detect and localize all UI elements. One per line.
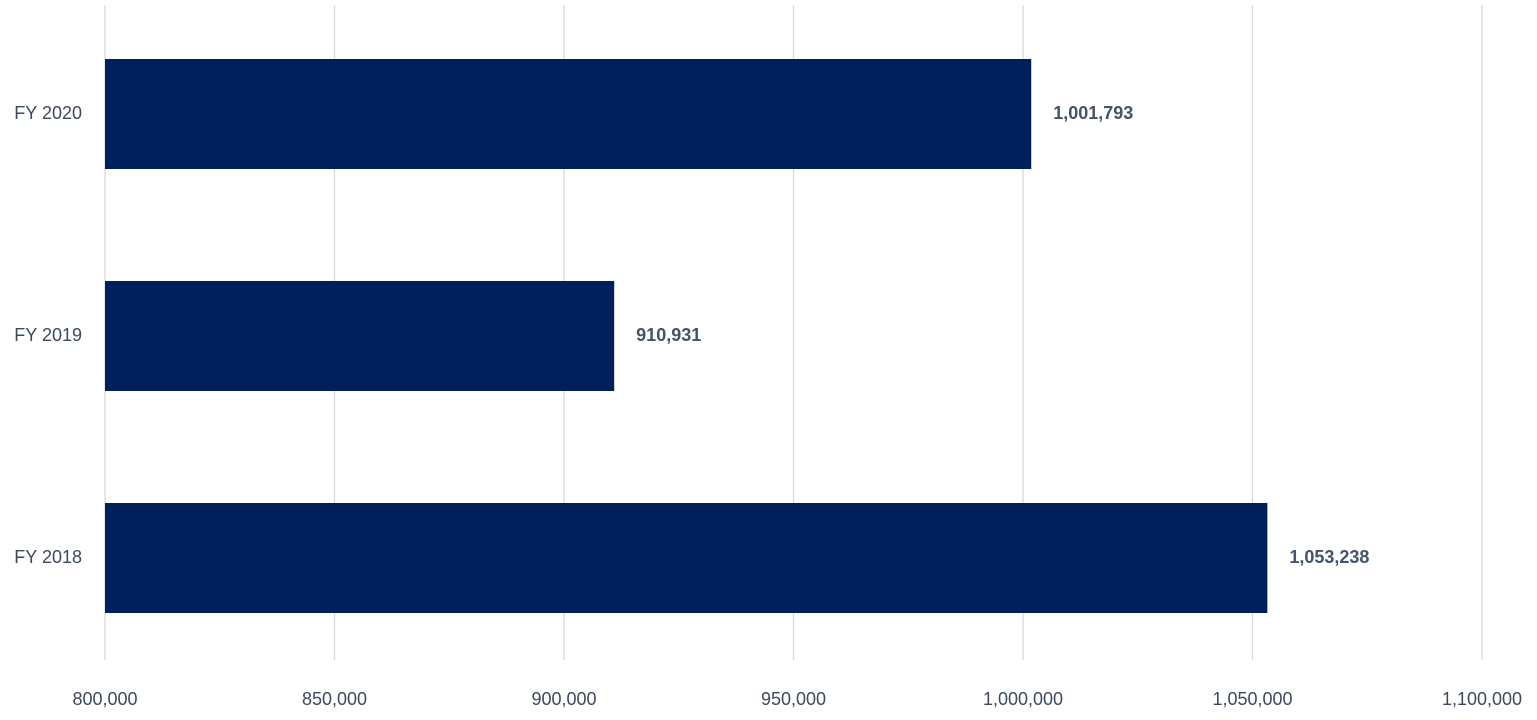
data-labels: 1,001,793 910,931 1,053,238 bbox=[636, 103, 1369, 567]
category-label: FY 2020 bbox=[14, 103, 82, 123]
x-tick-label: 1,000,000 bbox=[983, 689, 1063, 709]
x-tick-label: 900,000 bbox=[531, 689, 596, 709]
x-tick-label: 1,100,000 bbox=[1442, 689, 1522, 709]
bar-data-label: 1,001,793 bbox=[1053, 103, 1133, 123]
x-tick-label: 850,000 bbox=[302, 689, 367, 709]
bar bbox=[105, 503, 1268, 613]
x-tick-label: 950,000 bbox=[761, 689, 826, 709]
category-label: FY 2019 bbox=[14, 325, 82, 345]
bar-data-label: 910,931 bbox=[636, 325, 701, 345]
x-tick-label: 800,000 bbox=[72, 689, 137, 709]
value-axis: 800,000 850,000 900,000 950,000 1,000,000 1,0… bbox=[72, 689, 1522, 709]
category-label: FY 2018 bbox=[14, 547, 82, 567]
category-axis: FY 2020 FY 2019 FY 2018 bbox=[14, 103, 82, 567]
bar bbox=[105, 59, 1032, 169]
x-tick-label: 1,050,000 bbox=[1212, 689, 1292, 709]
bar bbox=[105, 281, 615, 391]
bar-data-label: 1,053,238 bbox=[1289, 547, 1369, 567]
bars bbox=[105, 59, 1268, 613]
